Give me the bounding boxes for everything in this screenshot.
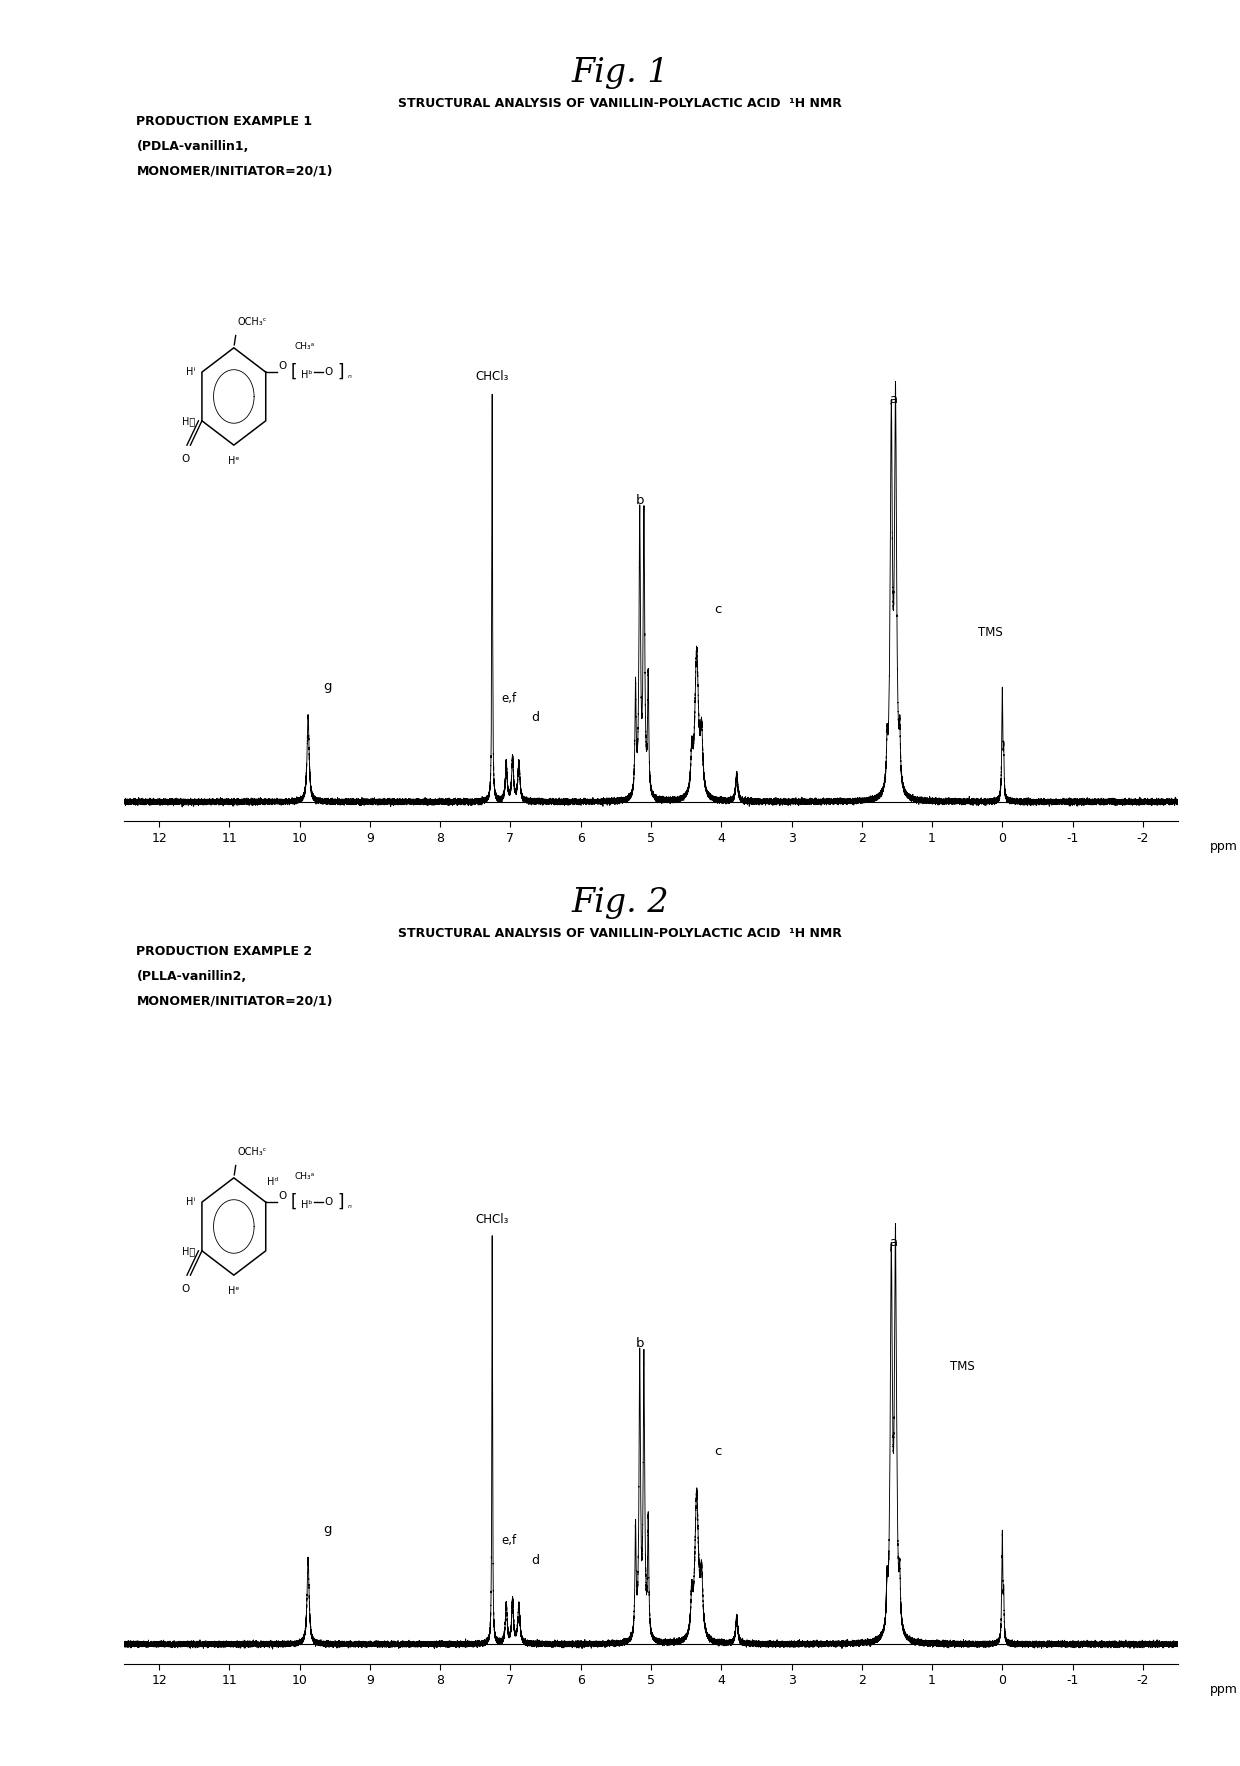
Text: Hᵈ: Hᵈ [267,1176,278,1187]
Text: ]: ] [337,1194,343,1211]
Text: PRODUCTION EXAMPLE 1: PRODUCTION EXAMPLE 1 [136,115,312,127]
Text: b: b [636,1337,645,1349]
Text: (PLLA-vanillin2,: (PLLA-vanillin2, [136,970,247,982]
Text: Hᵉ: Hᵉ [228,456,239,466]
Text: Hᶉ: Hᶉ [182,415,195,426]
Text: MONOMER/INITIATOR=20/1): MONOMER/INITIATOR=20/1) [136,164,332,177]
Text: d: d [531,712,539,724]
Text: CH₃ᵃ: CH₃ᵃ [295,343,315,351]
Text: Hⁱ: Hⁱ [186,1197,195,1208]
Text: O: O [182,1284,190,1294]
Text: a: a [889,1236,898,1249]
Text: TMS: TMS [977,625,1002,639]
Text: Hⁱ: Hⁱ [186,367,195,378]
Text: Fig. 2: Fig. 2 [572,887,668,918]
Text: Hᵉ: Hᵉ [228,1286,239,1296]
Text: c: c [714,1445,722,1459]
Text: PRODUCTION EXAMPLE 2: PRODUCTION EXAMPLE 2 [136,945,312,957]
Text: c: c [714,602,722,616]
Text: g: g [324,1522,332,1536]
Text: OCH₃ᶜ: OCH₃ᶜ [237,316,267,327]
Text: MONOMER/INITIATOR=20/1): MONOMER/INITIATOR=20/1) [136,994,332,1007]
Text: Hᶉ: Hᶉ [182,1245,195,1256]
Text: O: O [279,360,286,371]
Text: ppm: ppm [1210,841,1238,853]
Text: [: [ [291,1194,298,1211]
Text: a: a [889,394,898,406]
Text: ₙ: ₙ [347,1201,351,1210]
Text: TMS: TMS [950,1360,975,1372]
Text: OCH₃ᶜ: OCH₃ᶜ [237,1146,267,1157]
Text: ppm: ppm [1210,1683,1238,1695]
Text: [: [ [291,364,298,381]
Text: e,f: e,f [501,1535,517,1547]
Text: O: O [325,367,332,378]
Text: Hᵇ: Hᵇ [301,1201,312,1210]
Text: ₙ: ₙ [347,371,351,380]
Text: O: O [182,454,190,464]
Text: d: d [531,1554,539,1566]
Text: O: O [325,1197,332,1208]
Text: b: b [636,494,645,507]
Text: e,f: e,f [501,692,517,705]
Text: ]: ] [337,364,343,381]
Text: STRUCTURAL ANALYSIS OF VANILLIN-POLYLACTIC ACID  ¹H NMR: STRUCTURAL ANALYSIS OF VANILLIN-POLYLACT… [398,927,842,940]
Text: STRUCTURAL ANALYSIS OF VANILLIN-POLYLACTIC ACID  ¹H NMR: STRUCTURAL ANALYSIS OF VANILLIN-POLYLACT… [398,97,842,109]
Text: CHCl₃: CHCl₃ [475,1213,508,1226]
Text: g: g [324,680,332,694]
Text: O: O [279,1190,286,1201]
Text: Hᵇ: Hᵇ [301,371,312,380]
Text: (PDLA-vanillin1,: (PDLA-vanillin1, [136,140,249,152]
Text: CHCl₃: CHCl₃ [475,371,508,383]
Text: CH₃ᵃ: CH₃ᵃ [295,1173,315,1181]
Text: Fig. 1: Fig. 1 [572,57,668,88]
